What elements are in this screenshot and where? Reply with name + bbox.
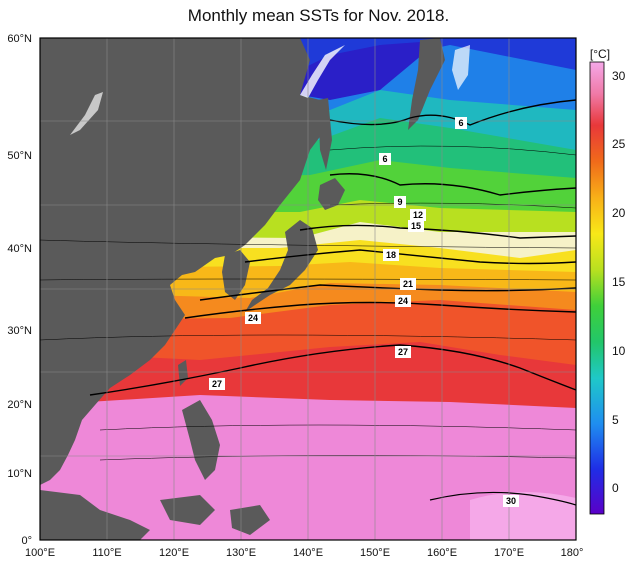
lon-tick: 140°E bbox=[293, 547, 323, 559]
lat-axis: 60°N 50°N 40°N 30°N 20°N 10°N 0° bbox=[7, 33, 32, 547]
lat-tick: 60°N bbox=[7, 33, 32, 45]
contour-label: 27 bbox=[395, 346, 411, 358]
lon-tick: 100°E bbox=[25, 547, 55, 559]
graticule bbox=[40, 38, 576, 540]
lon-tick: 160°E bbox=[427, 547, 457, 559]
svg-text:6: 6 bbox=[458, 118, 463, 128]
lat-tick: 20°N bbox=[7, 399, 32, 411]
lat-tick: 10°N bbox=[7, 468, 32, 480]
lon-tick: 170°E bbox=[494, 547, 524, 559]
lat-tick: 50°N bbox=[7, 150, 32, 162]
colorbar-tick: 5 bbox=[612, 413, 619, 427]
colorbar-tick: 10 bbox=[612, 344, 626, 358]
svg-text:15: 15 bbox=[411, 221, 421, 231]
contour-label: 30 bbox=[503, 495, 519, 507]
lat-tick: 40°N bbox=[7, 243, 32, 255]
colorbar-tick: 15 bbox=[612, 275, 626, 289]
contour-label: 6 bbox=[455, 117, 467, 129]
map-frame bbox=[39, 37, 577, 541]
contour-label: 21 bbox=[400, 278, 416, 290]
lon-axis: 100°E 110°E 120°E 130°E 140°E 150°E 160°… bbox=[25, 547, 583, 559]
lon-tick: 110°E bbox=[92, 547, 121, 559]
colorbar-scale bbox=[589, 61, 605, 515]
isotherms bbox=[40, 99, 576, 506]
colorbar-tick: 30 bbox=[612, 69, 626, 83]
lon-tick: 180° bbox=[561, 547, 584, 559]
contour-label: 24 bbox=[245, 312, 261, 324]
colorbar: [°C] 30 25 20 15 10 5 0 bbox=[589, 47, 626, 515]
contour-label: 15 bbox=[408, 220, 424, 232]
svg-text:9: 9 bbox=[397, 197, 402, 207]
sst-field bbox=[40, 38, 576, 540]
contour-label: 12 bbox=[410, 209, 426, 221]
svg-text:27: 27 bbox=[398, 347, 408, 357]
lon-tick: 130°E bbox=[226, 547, 256, 559]
contour-label: 18 bbox=[383, 249, 399, 261]
lat-tick: 0° bbox=[21, 535, 32, 547]
colorbar-tick: 0 bbox=[612, 481, 619, 495]
svg-text:6: 6 bbox=[382, 154, 387, 164]
svg-text:30: 30 bbox=[506, 496, 516, 506]
lon-tick: 120°E bbox=[159, 547, 189, 559]
colorbar-tick: 20 bbox=[612, 206, 626, 220]
contour-label: 6 bbox=[379, 153, 391, 165]
svg-text:24: 24 bbox=[248, 313, 258, 323]
colorbar-unit: [°C] bbox=[590, 47, 610, 61]
lon-tick: 150°E bbox=[360, 547, 390, 559]
contour-labels: 6 6 9 12 15 18 21 24 24 27 27 30 bbox=[209, 117, 519, 507]
svg-text:27: 27 bbox=[212, 379, 222, 389]
colorbar-tick: 25 bbox=[612, 137, 626, 151]
contour-label: 24 bbox=[395, 295, 411, 307]
svg-text:18: 18 bbox=[386, 250, 396, 260]
contour-label: 27 bbox=[209, 378, 225, 390]
land bbox=[40, 38, 445, 540]
contour-label: 9 bbox=[394, 196, 406, 208]
svg-text:21: 21 bbox=[403, 279, 413, 289]
svg-text:24: 24 bbox=[398, 296, 408, 306]
svg-text:12: 12 bbox=[413, 210, 423, 220]
lat-tick: 30°N bbox=[7, 325, 32, 337]
map-title: Monthly mean SSTs for Nov. 2018. bbox=[187, 6, 450, 25]
